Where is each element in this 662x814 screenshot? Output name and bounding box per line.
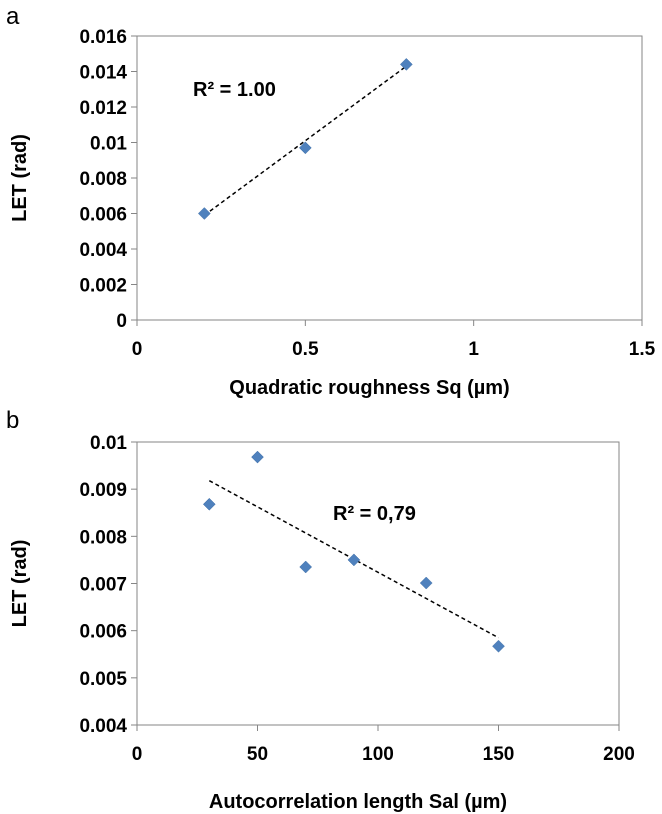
- y-tick-label: 0.009: [79, 480, 127, 501]
- data-point: [197, 207, 211, 220]
- x-tick-label: 200: [603, 744, 635, 765]
- x-tick-label: 1: [468, 339, 479, 360]
- y-axis-title: LET (rad): [9, 540, 31, 628]
- r-squared-label: R² = 0,79: [333, 503, 416, 525]
- x-tick-label: 0: [132, 339, 143, 360]
- x-tick-label: 50: [247, 744, 268, 765]
- panel-letter: b: [6, 407, 19, 434]
- panel-letter: a: [6, 3, 20, 30]
- chart-panel-b: b 0.004 0.005 0.006 0.007 0.008 0.009 0.01 0 50 10…: [6, 407, 635, 813]
- y-tick-label: 0.01: [90, 433, 127, 454]
- data-point: [347, 553, 361, 567]
- y-axis-title: LET (rad): [9, 134, 31, 222]
- y-tick-label: 0.004: [79, 716, 127, 737]
- x-tick-label: 0: [132, 744, 143, 765]
- r-squared-label: R² = 1.00: [193, 79, 276, 101]
- y-tick-label: 0.014: [79, 63, 127, 84]
- y-tick-label: 0.005: [79, 669, 127, 690]
- x-axis-title: Autocorrelation length Sal (µm): [209, 791, 507, 813]
- data-point: [492, 639, 505, 653]
- chart-panel-a: a 0 0.002 0.004 0.006 0.008 0.01 0.012 0.014 0.01…: [6, 3, 656, 399]
- y-tick-label: 0.008: [79, 527, 127, 548]
- data-point: [202, 497, 216, 511]
- x-tick-label: 100: [362, 744, 394, 765]
- y-tick-label: 0.016: [79, 27, 127, 48]
- y-tick-label: 0.012: [79, 98, 127, 119]
- x-tick-label: 1.5: [629, 339, 656, 360]
- data-point: [298, 141, 312, 155]
- y-tick-label: 0: [116, 311, 127, 332]
- x-tick-label: 0.5: [292, 339, 319, 360]
- x-axis-title: Quadratic roughness Sq (µm): [229, 377, 509, 399]
- data-point: [399, 58, 413, 71]
- data-point: [251, 450, 264, 464]
- data-point: [419, 576, 433, 590]
- data-point: [299, 560, 313, 574]
- plot-area-border: [136, 441, 620, 726]
- y-tick-label: 0.008: [79, 169, 127, 190]
- y-tick-label: 0.002: [79, 276, 127, 297]
- y-tick-label: 0.006: [79, 205, 127, 226]
- y-tick-label: 0.01: [90, 134, 127, 155]
- y-tick-label: 0.006: [79, 622, 127, 643]
- x-tick-label: 150: [483, 744, 515, 765]
- y-tick-label: 0.004: [79, 240, 127, 261]
- y-tick-label: 0.007: [79, 575, 127, 596]
